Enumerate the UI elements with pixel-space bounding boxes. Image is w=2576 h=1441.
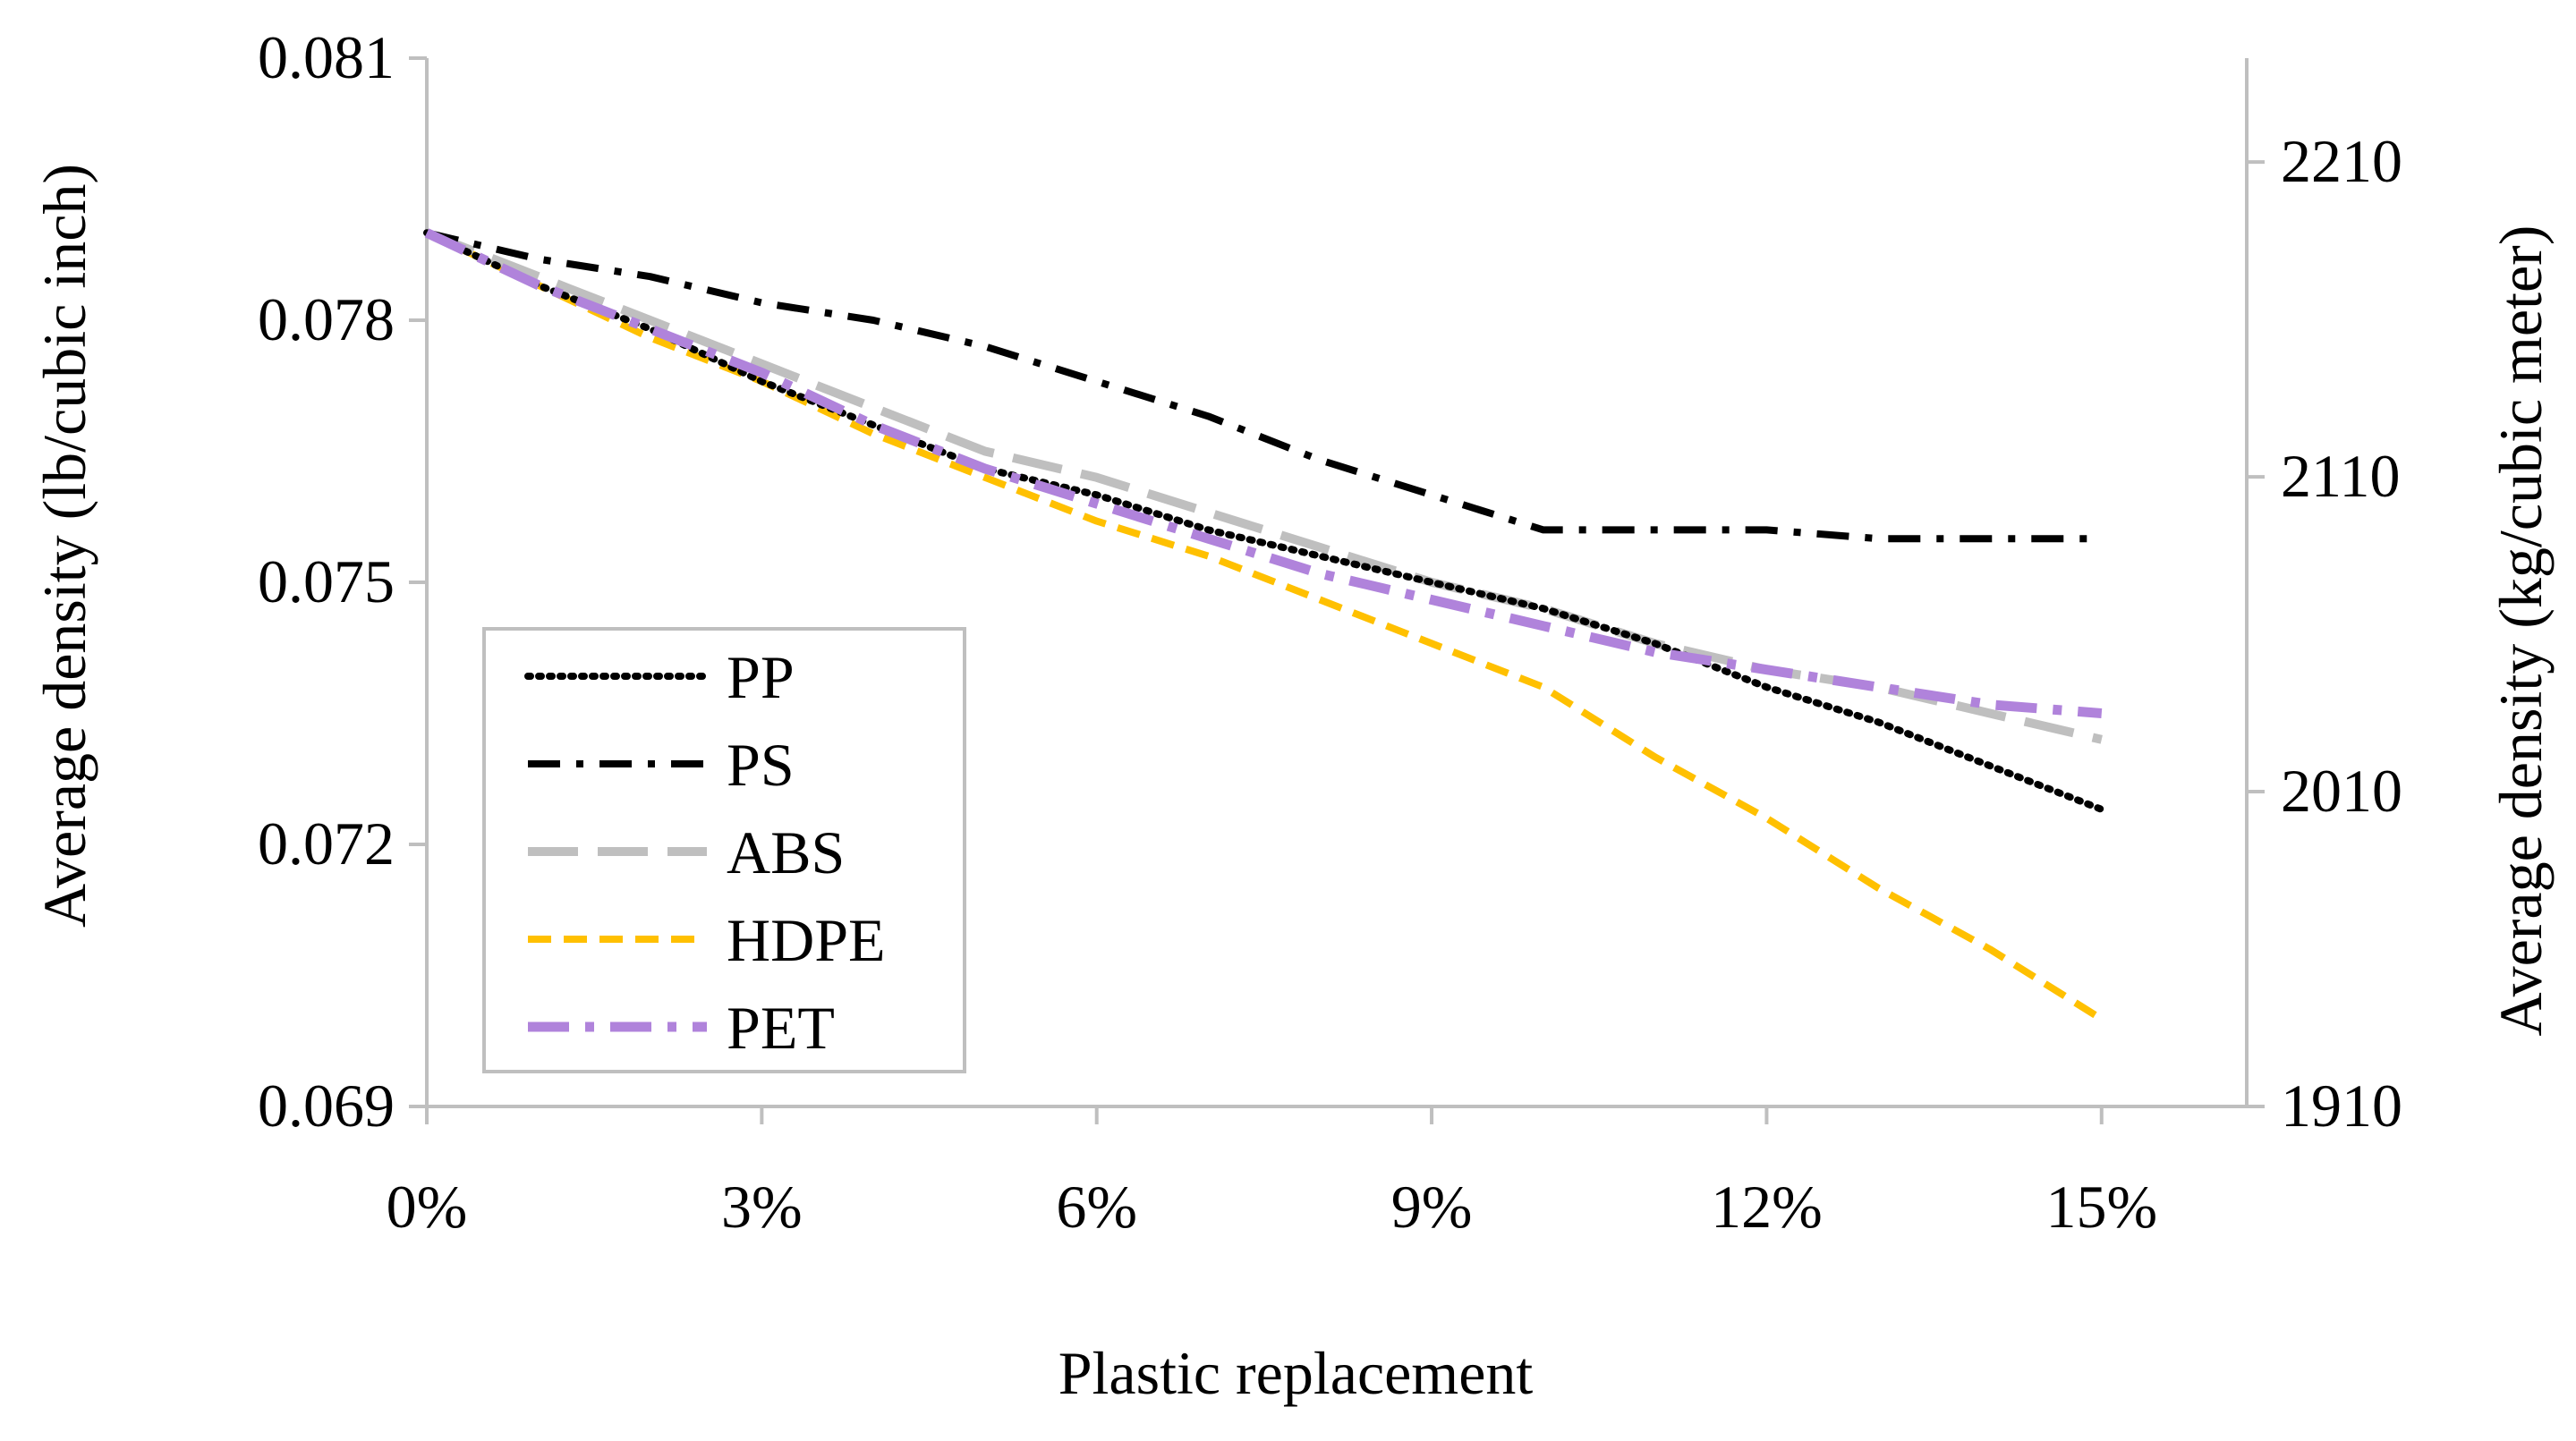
y-tick-label-left: 0.081 (258, 23, 395, 91)
y-tick-label-right: 1910 (2281, 1072, 2402, 1140)
axes-layer (409, 56, 2265, 1124)
y-tick-label-right: 2110 (2281, 442, 2400, 510)
series-layer (423, 228, 2105, 1022)
legend-label-pp: PP (727, 643, 795, 711)
legend-label-hdpe: HDPE (727, 906, 886, 974)
legend-label-abs: ABS (727, 818, 845, 886)
y-tick-label-right: 2010 (2281, 757, 2402, 825)
y-axis-title-left: Average density (lb/cubic inch) (30, 164, 98, 928)
y-tick-label-left: 0.072 (258, 810, 395, 877)
series-line-abs (425, 228, 2103, 744)
x-axis-title: Plastic replacement (1058, 1339, 1534, 1407)
y-tick-label-right: 2210 (2281, 127, 2402, 195)
y-tick-label-left: 0.075 (258, 547, 395, 615)
x-tick-label: 3% (721, 1173, 803, 1241)
x-tick-label: 6% (1056, 1173, 1137, 1241)
y-tick-label-left: 0.078 (258, 285, 395, 353)
y-tick-label-left: 0.069 (258, 1072, 395, 1140)
legend-label-pet: PET (727, 994, 835, 1062)
series-line-hdpe (425, 229, 2104, 1022)
x-tick-label: 15% (2045, 1173, 2157, 1241)
x-tick-label: 9% (1391, 1173, 1473, 1241)
x-tick-label: 0% (387, 1173, 468, 1241)
legend: PP PS ABS HDPE PET (482, 627, 966, 1073)
x-tick-label: 12% (1711, 1173, 1823, 1241)
series-line-ps (426, 229, 2102, 543)
y-axis-title-right: Average density (kg/cubic meter) (2487, 225, 2555, 1037)
legend-label-ps: PS (727, 731, 795, 799)
tick-labels-layer: 0.069 0.072 0.075 0.078 0.081 1910 2010 2110 221… (258, 23, 2402, 1241)
